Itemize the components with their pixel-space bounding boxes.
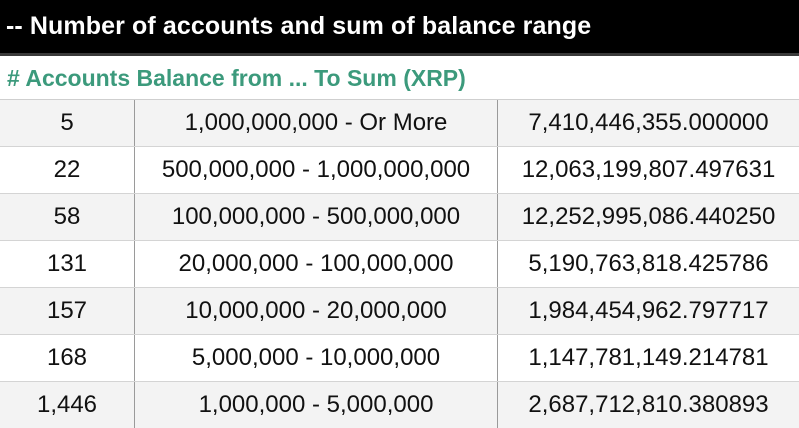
sum-cell: 12,252,995,086.440250 xyxy=(497,194,799,240)
column-header-label: # Accounts Balance from ... To Sum (XRP) xyxy=(7,65,466,91)
accounts-cell: 5 xyxy=(60,109,74,136)
accounts-cell: 131 xyxy=(46,250,88,277)
range-cell: 1,000,000,000 - Or More xyxy=(134,100,497,146)
accounts-cell: 1,446 xyxy=(36,391,98,418)
sum-cell: 12,063,199,807.497631 xyxy=(497,147,799,193)
range-cell: 500,000,000 - 1,000,000,000 xyxy=(134,147,497,193)
sum-cell: 5,190,763,818.425786 xyxy=(497,241,799,287)
accounts-cell: 58 xyxy=(53,203,81,230)
accounts-cell: 157 xyxy=(46,297,88,324)
title-bar: -- Number of accounts and sum of balance… xyxy=(0,0,799,56)
table-row: 131 20,000,000 - 100,000,000 5,190,763,8… xyxy=(0,241,799,288)
sum-cell: 7,410,446,355.000000 xyxy=(497,100,799,146)
table-row: 58 100,000,000 - 500,000,000 12,252,995,… xyxy=(0,194,799,241)
sum-cell: 1,984,454,962.797717 xyxy=(497,288,799,334)
table-row: 5 1,000,000,000 - Or More 7,410,446,355.… xyxy=(0,100,799,147)
table-row: 157 10,000,000 - 20,000,000 1,984,454,96… xyxy=(0,288,799,335)
column-header: # Accounts Balance from ... To Sum (XRP) xyxy=(0,56,799,100)
range-cell: 1,000,000 - 5,000,000 xyxy=(134,382,497,428)
balance-table: 5 1,000,000,000 - Or More 7,410,446,355.… xyxy=(0,100,799,428)
accounts-cell: 22 xyxy=(53,156,81,183)
table-row: 22 500,000,000 - 1,000,000,000 12,063,19… xyxy=(0,147,799,194)
range-cell: 20,000,000 - 100,000,000 xyxy=(134,241,497,287)
table-row: 168 5,000,000 - 10,000,000 1,147,781,149… xyxy=(0,335,799,382)
range-cell: 10,000,000 - 20,000,000 xyxy=(134,288,497,334)
range-cell: 5,000,000 - 10,000,000 xyxy=(134,335,497,381)
sum-cell: 2,687,712,810.380893 xyxy=(497,382,799,428)
sum-cell: 1,147,781,149.214781 xyxy=(497,335,799,381)
accounts-cell: 168 xyxy=(46,344,88,371)
table-row: 1,446 1,000,000 - 5,000,000 2,687,712,81… xyxy=(0,382,799,428)
panel-title: -- Number of accounts and sum of balance… xyxy=(6,12,592,40)
range-cell: 100,000,000 - 500,000,000 xyxy=(134,194,497,240)
